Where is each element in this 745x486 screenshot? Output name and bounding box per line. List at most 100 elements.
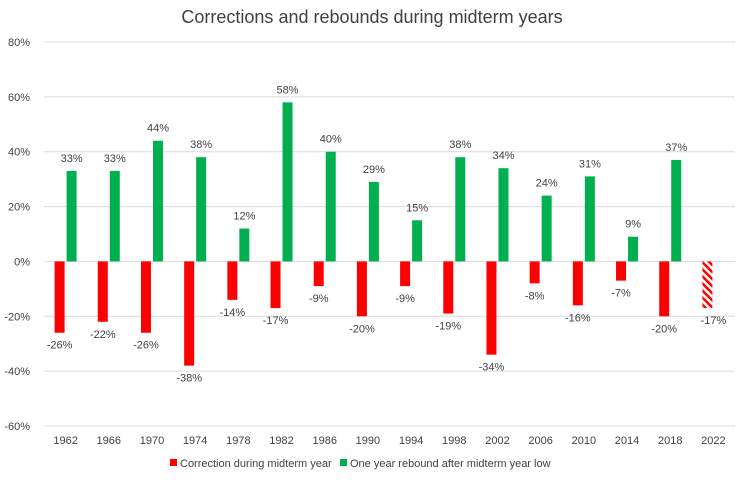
bar-rebound-1966 xyxy=(109,170,120,262)
bar-correction-1986 xyxy=(313,261,324,287)
data-label-correction-1966: -22% xyxy=(90,329,116,341)
y-tick-label: -60% xyxy=(4,421,30,433)
bar-rebound-1982 xyxy=(282,102,293,262)
bar-rebound-2018 xyxy=(671,159,682,262)
data-label-correction-2002: -34% xyxy=(479,362,505,374)
bar-correction-2006 xyxy=(529,261,540,284)
y-tick-label: 80% xyxy=(8,37,30,49)
bar-correction-1998 xyxy=(443,261,454,314)
data-label-correction-1998: -19% xyxy=(435,321,461,333)
data-label-rebound-1962: 33% xyxy=(61,153,83,165)
y-tick-label: -20% xyxy=(4,311,30,323)
bar-rebound-1990 xyxy=(368,181,379,262)
data-label-correction-1974: -38% xyxy=(176,373,202,385)
data-labels: -26% 33% -22% 33% -26% 44% -38% 38% -14% 12% -17% 5… xyxy=(47,84,727,384)
bar-rebound-1978 xyxy=(239,228,250,262)
bar-correction-1974 xyxy=(184,261,195,366)
y-tick-label: -40% xyxy=(4,366,30,378)
x-tick-label: 2006 xyxy=(528,435,552,447)
data-label-correction-2022: -17% xyxy=(701,315,727,327)
bar-correction-2022 xyxy=(702,261,713,309)
bar-rebound-1970 xyxy=(152,140,163,262)
bar-correction-1966 xyxy=(97,261,108,322)
x-tick-label: 2018 xyxy=(658,435,682,447)
bar-rebound-1974 xyxy=(196,157,207,262)
data-label-correction-1994: -9% xyxy=(395,293,415,305)
gridlines xyxy=(44,41,735,427)
data-label-rebound-1998: 38% xyxy=(449,139,471,151)
axes: 80% 60% 40% 20% 0% -20% -40% -60% 1962 1966 1970 19… xyxy=(4,37,725,447)
bar-rebound-1986 xyxy=(325,151,336,262)
bars xyxy=(54,102,713,366)
x-tick-label: 1990 xyxy=(356,435,380,447)
data-label-correction-2006: -8% xyxy=(525,290,545,302)
y-tick-label: 60% xyxy=(8,92,30,104)
data-label-rebound-2018: 37% xyxy=(665,142,687,154)
data-label-correction-1986: -9% xyxy=(309,293,329,305)
data-label-rebound-1982: 58% xyxy=(277,84,299,96)
data-label-rebound-2010: 31% xyxy=(579,158,601,170)
x-tick-label: 2022 xyxy=(701,435,725,447)
chart-title: Corrections and rebounds during midterm … xyxy=(181,7,562,27)
data-label-correction-1990: -20% xyxy=(349,323,375,335)
data-label-rebound-1966: 33% xyxy=(104,153,126,165)
y-tick-label: 0% xyxy=(14,256,30,268)
x-tick-label: 1978 xyxy=(226,435,250,447)
data-label-correction-1970: -26% xyxy=(133,340,159,352)
x-tick-label: 1982 xyxy=(269,435,293,447)
bar-rebound-1962 xyxy=(66,170,77,262)
data-label-correction-2018: -20% xyxy=(651,323,677,335)
bar-correction-1978 xyxy=(227,261,238,300)
bar-rebound-2010 xyxy=(584,176,595,262)
data-label-rebound-2002: 34% xyxy=(492,150,514,162)
legend-item-correction: Correction during midterm year xyxy=(170,458,332,470)
bar-rebound-1994 xyxy=(412,220,423,262)
data-label-correction-2014: -7% xyxy=(611,288,631,300)
legend-swatch xyxy=(340,459,347,466)
legend-label: Correction during midterm year xyxy=(180,458,332,470)
data-label-correction-1978: -14% xyxy=(220,307,246,319)
bar-correction-1962 xyxy=(54,261,65,333)
x-tick-label: 1962 xyxy=(53,435,77,447)
x-tick-label: 1994 xyxy=(399,435,423,447)
x-tick-label: 1966 xyxy=(97,435,121,447)
bar-rebound-2006 xyxy=(541,195,552,262)
bar-correction-2018 xyxy=(659,261,670,317)
legend-label: One year rebound after midterm year low xyxy=(350,458,551,470)
bar-rebound-2002 xyxy=(498,168,509,262)
x-tick-label: 2010 xyxy=(572,435,596,447)
bar-correction-1990 xyxy=(356,261,367,317)
bar-correction-1970 xyxy=(140,261,151,333)
data-label-rebound-1990: 29% xyxy=(363,164,385,176)
data-label-rebound-1970: 44% xyxy=(147,123,169,135)
x-tick-label: 1970 xyxy=(140,435,164,447)
bar-correction-1994 xyxy=(400,261,411,287)
data-label-correction-1962: -26% xyxy=(47,340,73,352)
data-label-rebound-2006: 24% xyxy=(536,178,558,190)
data-label-rebound-2014: 9% xyxy=(625,219,641,231)
x-tick-label: 1998 xyxy=(442,435,466,447)
y-tick-label: 20% xyxy=(8,202,30,214)
x-tick-label: 2014 xyxy=(615,435,639,447)
x-tick-label: 1986 xyxy=(312,435,336,447)
legend-item-rebound: One year rebound after midterm year low xyxy=(340,458,551,470)
bar-rebound-2014 xyxy=(628,236,639,262)
data-label-correction-2010: -16% xyxy=(565,312,591,324)
data-label-rebound-1994: 15% xyxy=(406,202,428,214)
bar-correction-1982 xyxy=(270,261,281,309)
data-label-correction-1982: -17% xyxy=(263,315,289,327)
bar-correction-2002 xyxy=(486,261,497,355)
y-tick-label: 40% xyxy=(8,147,30,159)
bar-correction-2010 xyxy=(572,261,583,306)
legend: Correction during midterm year One year r… xyxy=(170,458,551,470)
x-tick-label: 2002 xyxy=(485,435,509,447)
legend-swatch xyxy=(170,459,177,466)
bar-correction-2014 xyxy=(616,261,627,281)
data-label-rebound-1978: 12% xyxy=(233,211,255,223)
data-label-rebound-1974: 38% xyxy=(190,139,212,151)
bar-rebound-1998 xyxy=(455,157,466,262)
x-tick-label: 1974 xyxy=(183,435,207,447)
data-label-rebound-1986: 40% xyxy=(320,134,342,146)
